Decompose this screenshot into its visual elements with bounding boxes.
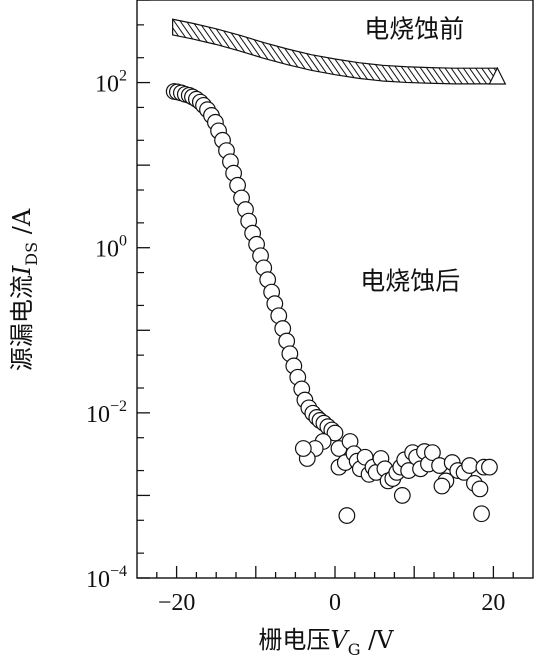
data-point: [338, 507, 356, 524]
triangle-marker: [488, 66, 507, 85]
axis-ticks: [137, 0, 514, 579]
x-axis-title: 栅电压VG /V: [258, 626, 394, 659]
y-tick-base: 10: [95, 72, 119, 98]
data-point: [326, 424, 344, 442]
y-tick-label: 102: [95, 68, 127, 98]
data-point: [424, 444, 441, 462]
data-point: [294, 440, 312, 457]
x-tick-label: 0: [329, 590, 341, 616]
y-axis-title-var: I: [8, 265, 36, 276]
y-tick-base: 10: [86, 402, 110, 428]
annotation-label: 电烧蚀后: [360, 267, 460, 296]
data-point: [473, 505, 490, 523]
y-tick-exponent: 0: [119, 233, 127, 250]
x-axis-title-var: V: [330, 626, 350, 654]
y-axis-title-prefix: 源漏电流: [8, 275, 36, 371]
x-tick-label: 20: [481, 590, 505, 616]
y-axis-title: 源漏电流IDS /A: [8, 208, 41, 371]
y-tick-exponent: −2: [110, 398, 127, 415]
data-point: [481, 458, 498, 476]
data-point: [471, 480, 489, 498]
data-marks: [165, 18, 507, 524]
y-tick-label: 100: [95, 233, 127, 263]
data-point: [461, 457, 479, 474]
x-tick-label: −20: [158, 590, 196, 616]
y-tick-base: 10: [95, 237, 119, 263]
y-tick-exponent: 2: [119, 68, 127, 85]
data-point: [393, 487, 411, 504]
y-tick-label: 10−4: [86, 563, 127, 593]
x-axis-title-prefix: 栅电压: [258, 626, 330, 654]
y-tick-exponent: −4: [110, 563, 127, 580]
annotation-label: 电烧蚀前: [364, 15, 464, 44]
x-axis-title-sub: G: [348, 640, 361, 659]
x-axis-title-suffix: /V: [361, 626, 395, 654]
y-tick-label: 10−2: [86, 398, 127, 428]
y-axis-title-suffix: /A: [8, 208, 36, 242]
y-axis-title-sub: DS: [22, 242, 41, 266]
data-point: [433, 477, 451, 495]
y-tick-base: 10: [86, 567, 110, 593]
